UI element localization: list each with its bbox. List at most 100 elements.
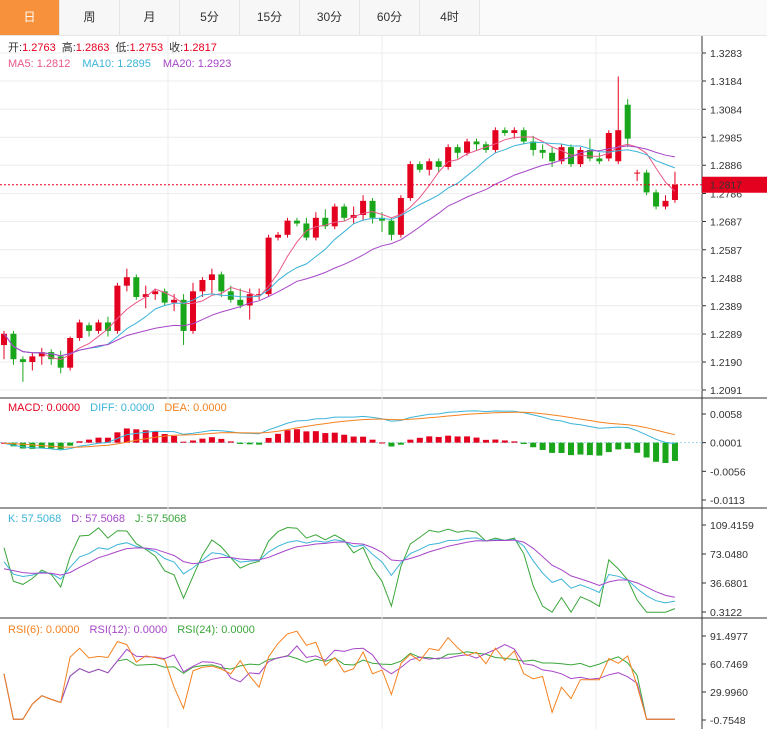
macd-tick-label: -0.0056 [710,466,746,478]
tab-week[interactable]: 周 [60,0,120,35]
price-tick-label: 1.2985 [710,132,742,144]
macd-bar [180,441,187,443]
macd-bar [341,434,348,443]
price-tick-label: 1.2886 [710,160,742,172]
tab-30min[interactable]: 30分 [300,0,360,35]
candlestick-chart[interactable]: 1.32831.31841.30841.29851.28861.27861.26… [0,36,767,729]
candle-body [577,149,584,165]
macd-bar [568,442,574,456]
candle-body [558,147,565,162]
ma20-line [3,145,675,357]
price-tick-label: 1.2587 [710,245,742,257]
ohlc-value: 1.2763 [22,42,56,54]
tab-day[interactable]: 日 [0,0,60,35]
tab-60min[interactable]: 60分 [360,0,420,35]
rsi-legend: RSI(12): 0.0000 [90,624,168,636]
ohlc-key: 开: [8,42,22,54]
ma-legend: MA10: 1.2895 [82,58,151,70]
macd-tick-label: -0.0113 [710,495,745,507]
macd-bar [492,439,499,443]
rsi-tick-label: 91.4977 [710,631,748,643]
price-tick-label: 1.3084 [710,104,742,116]
tab-4hour[interactable]: 4时 [420,0,480,35]
macd-bar [473,437,480,443]
kdj-tick-label: 36.6801 [710,578,748,590]
tab-month[interactable]: 月 [120,0,180,35]
kdj-tick-label: 109.4159 [710,520,754,532]
macd-bar [227,441,234,443]
price-tick-label: 1.2091 [710,385,742,397]
candle-body [29,356,36,363]
kdj-tick-label: 73.0480 [710,549,748,561]
macd-bar [67,442,74,446]
candle-body [48,352,55,360]
current-price-tag [702,176,767,193]
candle-body [473,141,480,145]
macd-bar [322,433,329,443]
macd-bar [464,436,471,443]
macd-bar [520,442,527,445]
candle-body [246,294,253,306]
macd-bar [530,442,537,448]
candle-body [284,220,291,235]
macd-bar [133,429,140,443]
candle-body [643,172,650,193]
candle-body [624,104,631,139]
candle-body [653,192,660,207]
candle-body [520,130,527,142]
candle-body [435,161,442,167]
macd-bar [360,436,367,443]
macd-tick-label: 0.0058 [710,409,742,421]
candle-body [341,206,348,218]
j-line [3,526,676,614]
candle-body [114,285,121,331]
current-price-label: 1.2817 [710,180,742,192]
rsi6-line [3,630,675,720]
rsi-legend: RSI(6): 0.0000 [8,624,80,636]
candle-body [549,152,556,162]
candle-body [605,133,612,159]
price-tick-label: 1.3184 [710,76,742,88]
candle-body [86,325,93,331]
candle-body [634,172,641,174]
macd-bar [57,442,64,450]
macd-bar [303,431,310,443]
macd-bar [653,442,660,462]
macd-legend: MACD: 0.0000 [8,402,80,414]
candle-body [596,158,603,162]
macd-bar [284,430,291,443]
macd-bar [501,440,508,443]
kdj-legend: K: 57.5068 [8,513,61,525]
candle-body [662,200,669,207]
macd-bar [482,439,489,443]
macd-bar [379,442,385,444]
candle-body [256,294,263,296]
tab-15min[interactable]: 15分 [240,0,300,35]
candle-body [19,359,26,363]
candle-body [208,274,215,281]
macd-bar [511,441,518,443]
candle-body [454,147,461,153]
candle-body [568,147,574,165]
macd-bar [199,438,206,443]
ohlc-key: 低: [115,41,129,54]
kdj-tick-label: 0.3122 [710,607,742,619]
k-line [3,537,675,604]
rsi-legend: RSI(24): 0.0000 [177,624,255,636]
macd-bar [265,437,272,443]
candle-body [671,184,678,201]
macd-bar [246,442,253,445]
ma-legend: MA5: 1.2812 [8,58,70,70]
candle-body [265,237,272,295]
diff-line [3,410,675,451]
macd-bar [190,440,196,443]
rsi24-line [3,651,675,720]
macd-bar [256,442,263,445]
macd-legend: DIFF: 0.0000 [90,402,154,414]
price-tick-label: 1.2289 [710,329,742,341]
rsi-tick-label: -0.7548 [710,715,746,727]
macd-bar [539,442,546,450]
ohlc-value: 1.2753 [130,42,164,54]
tab-5min[interactable]: 5分 [180,0,240,35]
candle-body [190,291,196,331]
